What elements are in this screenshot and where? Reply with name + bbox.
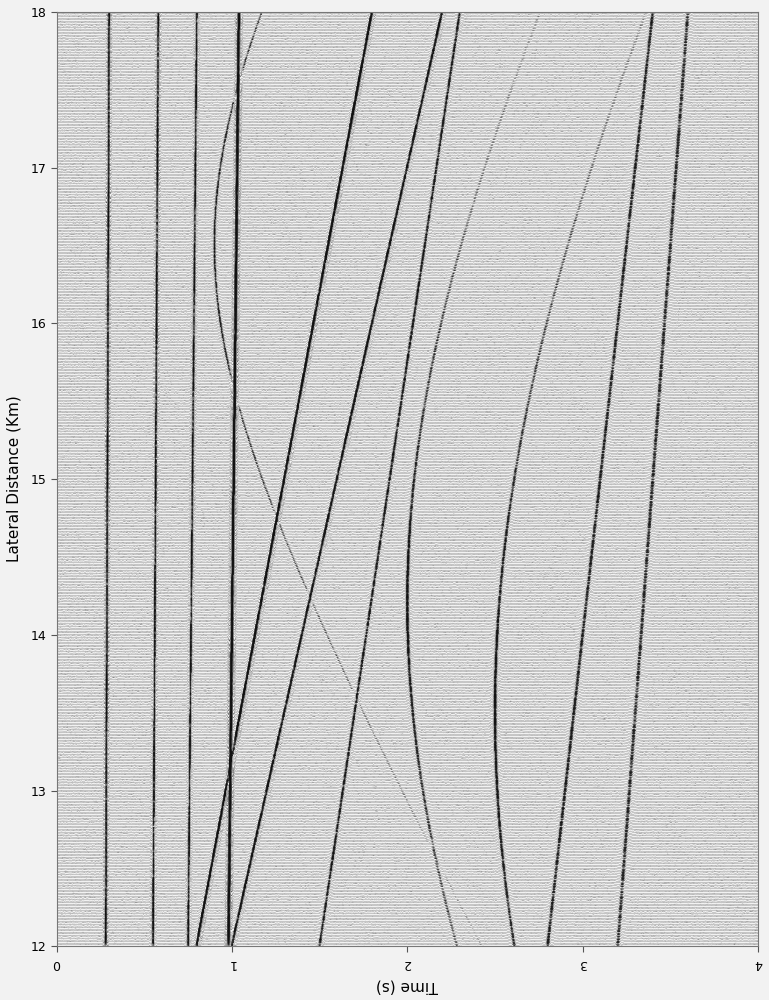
Y-axis label: Lateral Distance (Km): Lateral Distance (Km) [7,396,22,562]
X-axis label: Time (s): Time (s) [376,978,438,993]
